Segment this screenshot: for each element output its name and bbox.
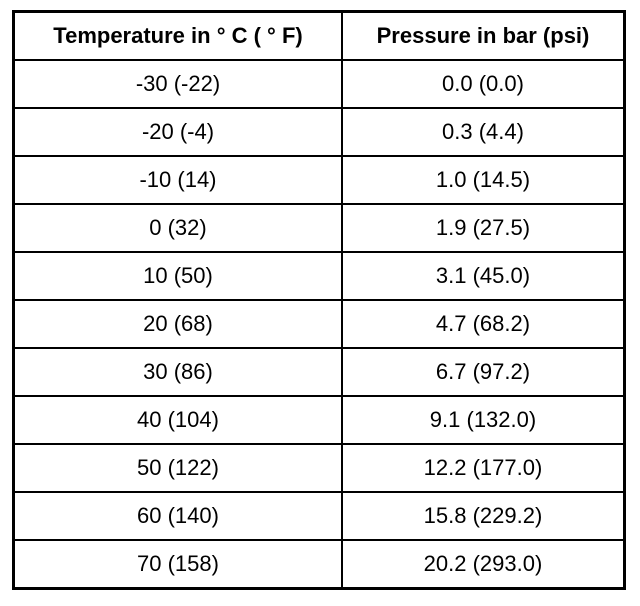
table-header-row: Temperature in ° C ( ° F) Pressure in ba…: [12, 10, 626, 61]
column-header-temperature: Temperature in ° C ( ° F): [12, 10, 343, 61]
temperature-cell: 60 (140): [12, 491, 343, 541]
temperature-cell: 30 (86): [12, 347, 343, 397]
temperature-cell: 10 (50): [12, 251, 343, 301]
temperature-cell: 0 (32): [12, 203, 343, 253]
pressure-cell: 9.1 (132.0): [341, 395, 626, 445]
table-row: -10 (14) 1.0 (14.5): [12, 155, 626, 205]
pressure-cell: 6.7 (97.2): [341, 347, 626, 397]
temperature-cell: 50 (122): [12, 443, 343, 493]
table-row: 40 (104) 9.1 (132.0): [12, 395, 626, 445]
pressure-cell: 20.2 (293.0): [341, 539, 626, 590]
pressure-cell: 4.7 (68.2): [341, 299, 626, 349]
table-row: 60 (140) 15.8 (229.2): [12, 491, 626, 541]
pressure-cell: 1.9 (27.5): [341, 203, 626, 253]
table-row: 30 (86) 6.7 (97.2): [12, 347, 626, 397]
table-head: Temperature in ° C ( ° F) Pressure in ba…: [12, 10, 626, 61]
table-row: -20 (-4) 0.3 (4.4): [12, 107, 626, 157]
table-row: 70 (158) 20.2 (293.0): [12, 539, 626, 590]
table-row: -30 (-22) 0.0 (0.0): [12, 59, 626, 109]
temperature-pressure-table: Temperature in ° C ( ° F) Pressure in ba…: [12, 10, 626, 590]
table-row: 20 (68) 4.7 (68.2): [12, 299, 626, 349]
pressure-cell: 1.0 (14.5): [341, 155, 626, 205]
temperature-cell: 20 (68): [12, 299, 343, 349]
column-header-pressure: Pressure in bar (psi): [341, 10, 626, 61]
temperature-cell: 40 (104): [12, 395, 343, 445]
temperature-cell: -10 (14): [12, 155, 343, 205]
pressure-cell: 0.3 (4.4): [341, 107, 626, 157]
pressure-cell: 12.2 (177.0): [341, 443, 626, 493]
temperature-cell: -20 (-4): [12, 107, 343, 157]
pressure-cell: 15.8 (229.2): [341, 491, 626, 541]
table-row: 50 (122) 12.2 (177.0): [12, 443, 626, 493]
table-body: -30 (-22) 0.0 (0.0) -20 (-4) 0.3 (4.4) -10 (…: [12, 59, 626, 590]
temperature-cell: -30 (-22): [12, 59, 343, 109]
pressure-cell: 0.0 (0.0): [341, 59, 626, 109]
table-row: 0 (32) 1.9 (27.5): [12, 203, 626, 253]
table-row: 10 (50) 3.1 (45.0): [12, 251, 626, 301]
pressure-cell: 3.1 (45.0): [341, 251, 626, 301]
temperature-cell: 70 (158): [12, 539, 343, 590]
